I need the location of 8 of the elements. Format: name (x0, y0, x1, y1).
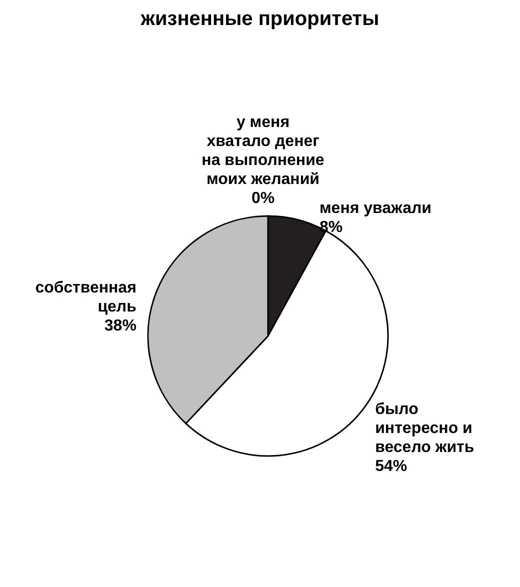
slice-label: собственная цель (35, 280, 137, 316)
data-label: 38% (104, 318, 136, 335)
text: 0% (251, 190, 275, 207)
category-label: у меня хватало денег на выполнение моих желаний (202, 114, 324, 188)
data-label: 54% (375, 458, 408, 475)
slice-label: меня уважали (319, 200, 432, 218)
slice-label: было интересно и весело жить (375, 400, 474, 456)
chart-title: жизненные приоритеты (140, 8, 380, 31)
